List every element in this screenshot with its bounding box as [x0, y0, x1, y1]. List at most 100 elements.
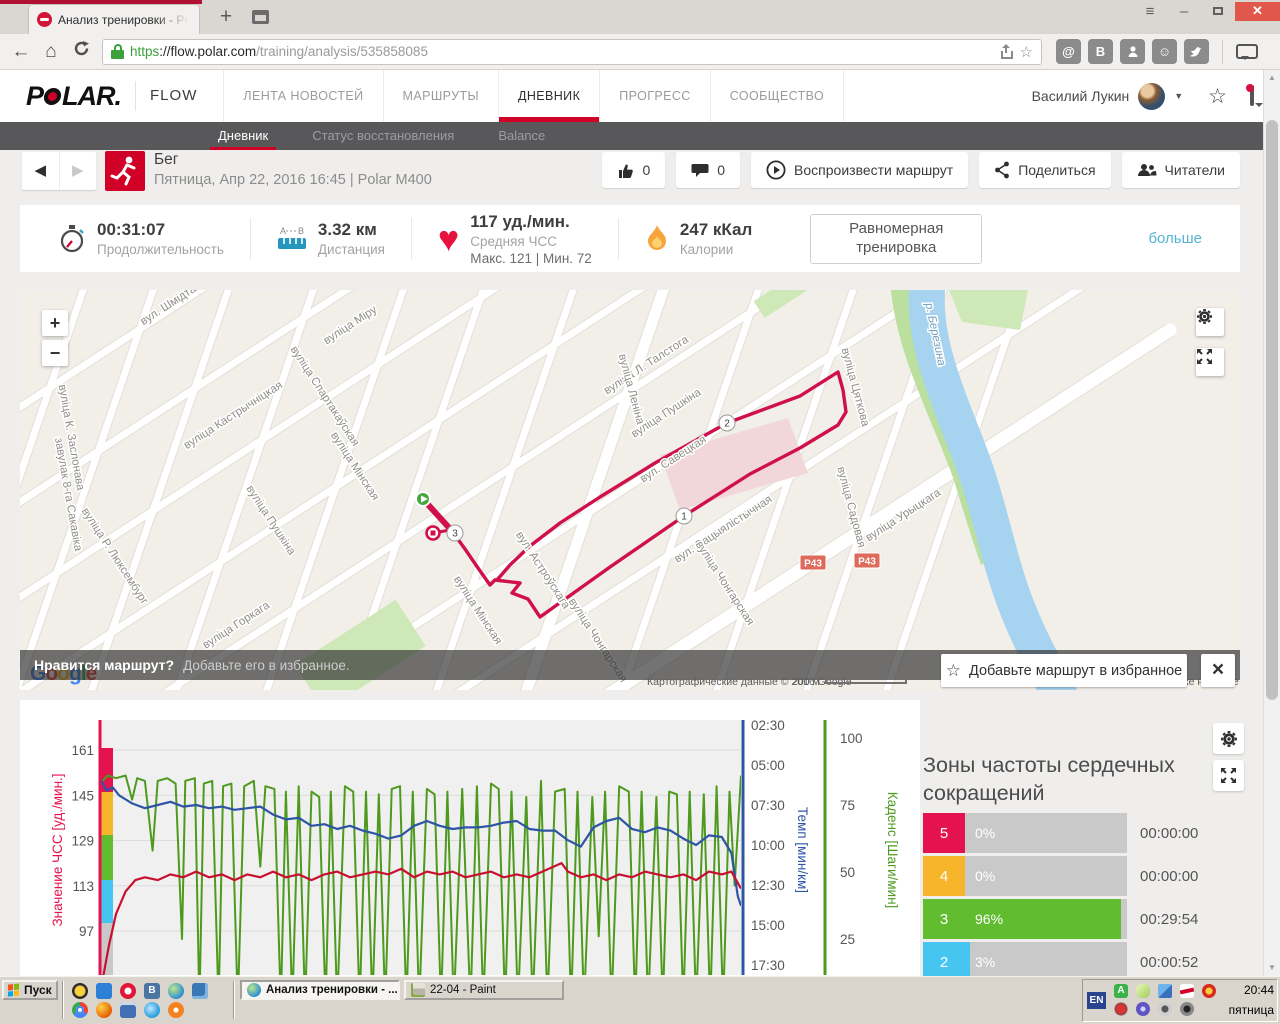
svg-text:129: 129 — [71, 834, 94, 849]
tab-title: Анализ тренировки - Polar F — [58, 13, 188, 27]
map-scale-bar — [825, 679, 907, 684]
opera-icon[interactable] — [120, 983, 136, 999]
zones-expand-button[interactable] — [1213, 760, 1244, 791]
like-button[interactable]: 0 — [602, 152, 665, 188]
floppy-icon[interactable] — [120, 1002, 136, 1018]
more-link[interactable]: больше — [1148, 230, 1202, 247]
zone-bar: 0% — [965, 856, 1127, 896]
nav-item[interactable]: ДНЕВНИК — [498, 70, 599, 122]
favorites-star-icon[interactable]: ☆ — [1208, 84, 1227, 109]
ok-icon[interactable] — [168, 1002, 184, 1018]
back-button[interactable]: ← — [6, 41, 36, 63]
scroll-up-icon[interactable]: ▲ — [1264, 70, 1280, 86]
updater-tray-icon[interactable] — [1202, 984, 1216, 998]
camera-tray-icon[interactable] — [1158, 1002, 1172, 1016]
training-curves-chart[interactable]: 1611451291139702:3005:0007:3010:0012:301… — [20, 700, 920, 976]
flame-icon — [645, 224, 669, 254]
refresh-button[interactable] — [66, 40, 96, 63]
amigo-icon[interactable] — [72, 983, 88, 999]
tab-panel-icon[interactable] — [252, 10, 269, 24]
alert-tray-icon[interactable] — [1114, 1002, 1128, 1016]
user-name[interactable]: Василий Лукин — [1032, 88, 1130, 104]
svg-text:05:00: 05:00 — [751, 758, 785, 773]
polar-tray-icon[interactable] — [1180, 984, 1194, 998]
volume-tray-icon[interactable] — [1180, 1002, 1194, 1016]
vk-extension-icon[interactable]: B — [1088, 39, 1113, 64]
restore-button[interactable] — [1201, 1, 1235, 21]
torrent-tray-icon[interactable] — [1136, 1002, 1150, 1016]
nav-item[interactable]: ЛЕНТА НОВОСТЕЙ — [223, 70, 382, 122]
nav-item[interactable]: МАРШРУТЫ — [383, 70, 498, 122]
globe-icon[interactable] — [168, 983, 184, 999]
twitter-extension-icon[interactable] — [1184, 39, 1209, 64]
language-indicator[interactable]: EN — [1087, 992, 1106, 1009]
odnoklassniki-extension-icon[interactable] — [1120, 39, 1145, 64]
close-button[interactable]: ✕ — [1235, 2, 1280, 21]
route-map[interactable]: 123P43P43вул. Шмідтавуліца Мірувуліца Ка… — [20, 290, 1240, 690]
map-canvas[interactable]: 123P43P43вул. Шмідтавуліца Мірувуліца Ка… — [20, 290, 1240, 690]
training-benefit-button[interactable]: Равномерная тренировка — [810, 214, 982, 264]
vk-icon[interactable]: B — [144, 983, 160, 999]
dismiss-banner-button[interactable]: × — [1201, 654, 1235, 687]
quick-launch: B — [68, 981, 236, 1019]
home-icon[interactable] — [96, 983, 112, 999]
heart-rate-stat: ♥ 117 уд./мин.Средняя ЧССМакс. 121 | Мин… — [438, 212, 592, 266]
browser-menu-icon[interactable]: ≡ — [1133, 1, 1167, 21]
scroll-down-icon[interactable]: ▼ — [1264, 960, 1280, 976]
nav-item[interactable]: ПРОГРЕСС — [599, 70, 709, 122]
svg-text:Темп [мин/км]: Темп [мин/км] — [795, 807, 810, 893]
ie-icon[interactable] — [144, 1002, 160, 1018]
leaf-tray-icon[interactable] — [1136, 984, 1150, 998]
play-route-button[interactable]: Воспроизвести маршрут — [751, 152, 968, 188]
antivirus-tray-icon[interactable]: A — [1114, 984, 1128, 998]
home-button[interactable]: ⌂ — [36, 41, 66, 63]
km-marker: 2 — [719, 415, 735, 431]
share-icon — [994, 161, 1010, 179]
nav-item[interactable]: СООБЩЕСТВО — [710, 70, 844, 122]
address-bar[interactable]: https://flow.polar.com/training/analysis… — [102, 39, 1042, 65]
start-button[interactable]: Пуск — [2, 980, 58, 1000]
svg-text:113: 113 — [72, 879, 94, 894]
map-settings-button[interactable] — [1196, 308, 1224, 336]
app-icon[interactable] — [192, 983, 208, 999]
flow-wordmark[interactable]: FLOW — [135, 81, 197, 111]
map-fullscreen-button[interactable] — [1196, 348, 1224, 376]
subnav-item[interactable]: Balance — [476, 122, 567, 150]
map-zoom-out-button[interactable]: − — [42, 340, 68, 366]
session-datetime: Пятница, Апр 22, 2016 16:45 | Polar M400 — [154, 172, 432, 188]
polar-logo[interactable]: PLAR. — [26, 81, 121, 112]
chevron-down-icon[interactable]: ▼ — [1174, 91, 1183, 101]
zones-settings-button[interactable] — [1213, 723, 1244, 754]
mailru-extension-icon[interactable]: @ — [1056, 39, 1081, 64]
map-zoom-in-button[interactable]: + — [42, 310, 68, 336]
subnav-item[interactable]: Статус восстановления — [290, 122, 476, 150]
page-scrollbar[interactable]: ▲ ▼ — [1263, 70, 1280, 976]
lock-icon — [111, 44, 124, 59]
new-tab-button[interactable]: + — [212, 4, 240, 32]
messenger-tray-icon[interactable] — [1158, 984, 1172, 998]
taskbar-task-browser[interactable]: Анализ тренировки - ... — [240, 980, 400, 1000]
previous-session-button[interactable]: ◀ — [22, 152, 59, 190]
hr-zones-panel: Зоны частоты сердечных сокращений 5 0% 0… — [920, 710, 1265, 976]
followers-button[interactable]: Читатели — [1122, 152, 1240, 188]
notifications-icon[interactable] — [1250, 87, 1254, 105]
zone-time: 00:00:52 — [1140, 954, 1230, 971]
share-button[interactable]: Поделиться — [979, 152, 1110, 188]
minimize-button[interactable]: – — [1167, 1, 1201, 21]
taskbar-task-paint[interactable]: 22-04 - Paint — [404, 980, 564, 1000]
scrollbar-thumb[interactable] — [1266, 120, 1278, 700]
subnav-item[interactable]: Дневник — [196, 122, 290, 150]
comment-button[interactable]: 0 — [676, 152, 740, 188]
stopwatch-icon — [58, 224, 86, 254]
zone-number: 4 — [923, 856, 965, 896]
chrome-icon[interactable] — [72, 1002, 88, 1018]
avatar[interactable] — [1138, 83, 1165, 110]
comments-toolbar-icon[interactable] — [1236, 44, 1258, 59]
firefox-icon[interactable] — [96, 1002, 112, 1018]
moimir-extension-icon[interactable]: ☺ — [1152, 39, 1177, 64]
next-session-button[interactable]: ▶ — [59, 152, 97, 190]
bookmark-star-icon[interactable]: ☆ — [1020, 43, 1033, 61]
add-route-favorite-button[interactable]: ☆Добавьте маршрут в избранное — [941, 654, 1187, 687]
share-page-icon[interactable] — [1000, 45, 1014, 59]
browser-tab[interactable]: Анализ тренировки - Polar F — [28, 4, 200, 34]
